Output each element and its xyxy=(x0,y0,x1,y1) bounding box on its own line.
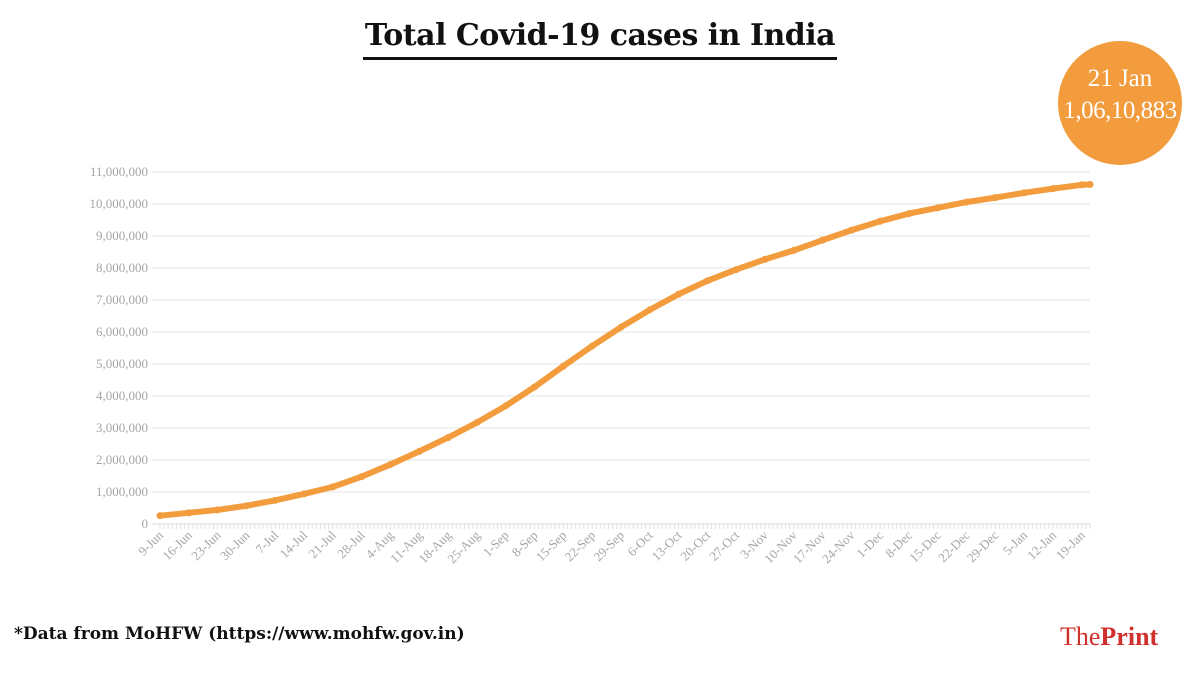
data-point xyxy=(444,434,452,442)
x-tick-label: 1-Sep xyxy=(480,528,512,560)
x-tick-label: 27-Oct xyxy=(706,527,742,563)
data-point xyxy=(761,255,769,263)
data-point xyxy=(559,362,567,370)
y-tick-label: 1,000,000 xyxy=(96,484,148,499)
data-point xyxy=(415,447,423,455)
chart-title: Total Covid-19 cases in India xyxy=(0,18,1200,60)
data-point xyxy=(1049,185,1057,193)
x-tick-label: 19-Jan xyxy=(1053,527,1088,562)
x-tick-label: 15-Sep xyxy=(533,528,570,565)
x-tick-label: 15-Dec xyxy=(906,527,944,565)
y-tick-label: 3,000,000 xyxy=(96,420,148,435)
data-point xyxy=(790,246,798,254)
x-tick-label: 23-Jun xyxy=(188,527,224,563)
x-tick-label: 29-Sep xyxy=(590,528,627,565)
data-point xyxy=(617,323,625,331)
y-tick-label: 10,000,000 xyxy=(90,196,149,211)
x-tick-label: 12-Jan xyxy=(1024,527,1059,562)
data-point xyxy=(530,383,538,391)
data-point xyxy=(386,460,394,468)
x-tick-label: 25-Aug xyxy=(444,527,483,566)
y-tick-label: 8,000,000 xyxy=(96,260,148,275)
y-tick-label: 11,000,000 xyxy=(90,164,148,179)
data-point xyxy=(358,473,366,481)
y-tick-label: 6,000,000 xyxy=(96,324,148,339)
data-point xyxy=(185,509,193,517)
x-tick-label: 22-Dec xyxy=(935,527,973,565)
data-point xyxy=(271,496,279,504)
data-point xyxy=(934,204,942,212)
chart-title-text: Total Covid-19 cases in India xyxy=(362,18,838,60)
data-point xyxy=(876,217,884,225)
y-tick-label: 0 xyxy=(142,516,149,531)
data-point xyxy=(991,194,999,202)
data-point xyxy=(1086,180,1094,188)
x-tick-label: 30-Jun xyxy=(217,527,253,563)
y-tick-label: 2,000,000 xyxy=(96,452,148,467)
x-tick-label: 29-Dec xyxy=(964,527,1002,565)
latest-total-badge: 21 Jan 1,06,10,883 xyxy=(1058,41,1182,165)
y-tick-label: 5,000,000 xyxy=(96,356,148,371)
data-point xyxy=(819,236,827,244)
x-tick-label: 1-Dec xyxy=(853,527,886,560)
badge-date: 21 Jan xyxy=(1087,65,1153,92)
cases-line xyxy=(157,181,1093,519)
x-tick-label: 14-Jul xyxy=(277,527,311,561)
data-point xyxy=(588,342,596,350)
badge-value: 1,06,10,883 xyxy=(1063,97,1177,124)
x-tick-label: 21-Jul xyxy=(305,527,339,561)
y-tick-label: 7,000,000 xyxy=(96,292,148,307)
data-point xyxy=(156,512,164,520)
data-point xyxy=(703,277,711,285)
data-source-note: *Data from MoHFW (https://www.mohfw.gov.… xyxy=(14,624,465,644)
data-point xyxy=(905,210,913,218)
y-tick-label: 4,000,000 xyxy=(96,388,148,403)
data-point xyxy=(1020,189,1028,197)
data-point xyxy=(300,490,308,498)
data-point xyxy=(674,290,682,298)
data-point xyxy=(214,506,222,514)
theprint-logo: ThePrint xyxy=(1060,622,1158,652)
logo-part-the: The xyxy=(1060,622,1101,651)
data-point xyxy=(502,402,510,410)
data-point xyxy=(646,306,654,314)
data-point xyxy=(963,198,971,206)
x-tick-label: 13-Oct xyxy=(648,527,684,563)
data-point xyxy=(847,226,855,234)
data-point xyxy=(732,266,740,274)
data-point xyxy=(473,419,481,427)
x-tick-label: 28-Jul xyxy=(334,527,368,561)
data-point xyxy=(329,483,337,491)
x-tick-label: 24-Nov xyxy=(819,527,858,566)
logo-part-print: Print xyxy=(1100,622,1159,651)
y-tick-label: 9,000,000 xyxy=(96,228,148,243)
data-point xyxy=(242,502,250,510)
x-tick-label: 22-Sep xyxy=(562,528,599,565)
data-point xyxy=(1078,181,1086,189)
x-tick-label: 20-Oct xyxy=(677,527,713,563)
x-tick-label: 16-Jun xyxy=(159,527,195,563)
